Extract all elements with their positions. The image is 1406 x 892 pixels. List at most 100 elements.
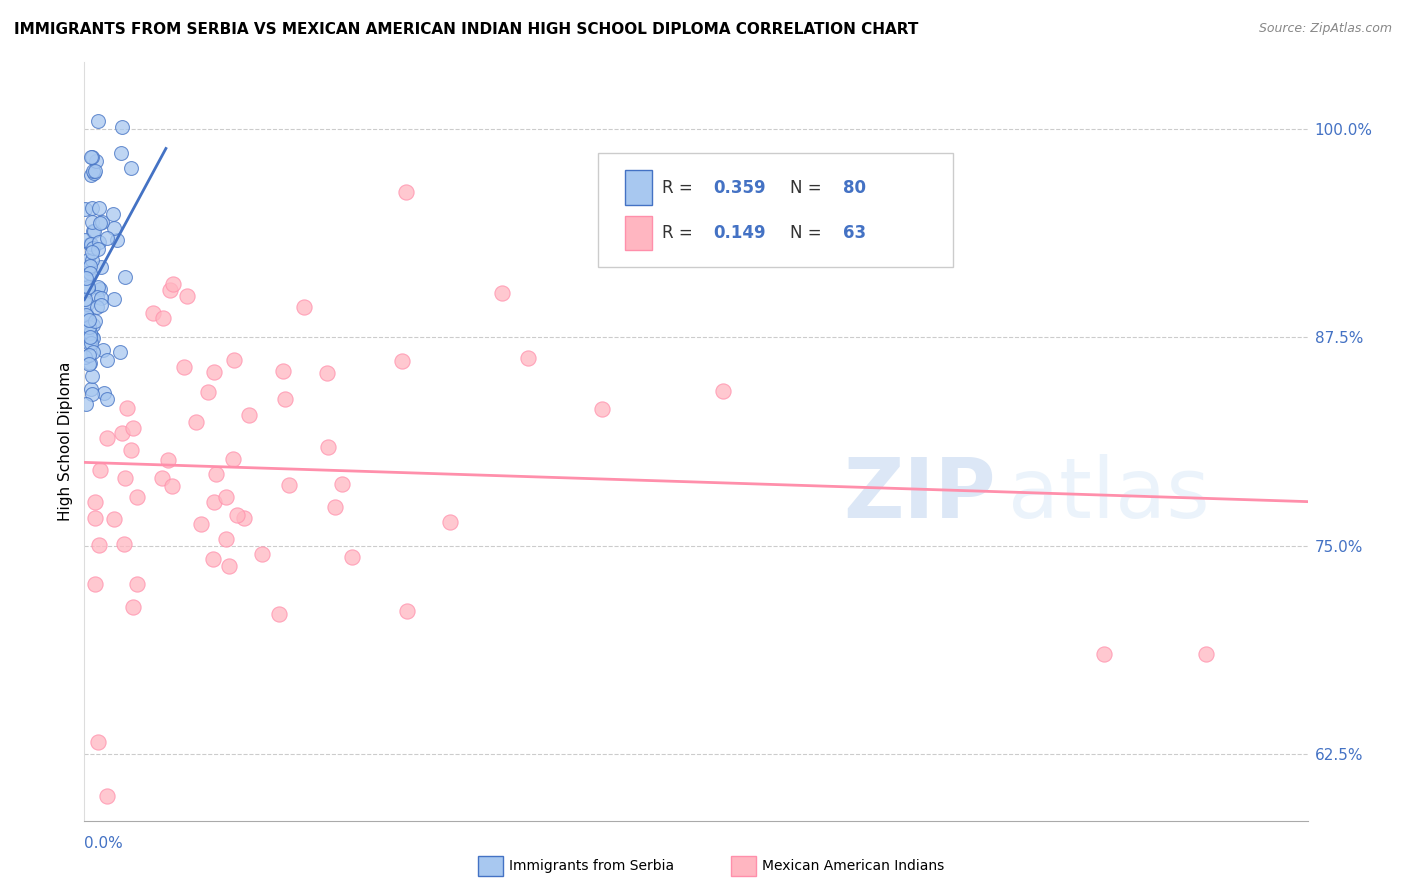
Point (79, 266, 101, 280)
Point (162, 277, 184, 292)
Point (89, 216, 111, 230)
Point (111, 425, 134, 440)
Point (225, 508, 247, 523)
Point (315, 366, 337, 380)
Point (75, 351, 97, 365)
Point (120, 443, 142, 458)
Point (80, 169, 103, 183)
Point (76, 324, 98, 338)
Point (76, 296, 98, 310)
Point (80, 202, 103, 216)
Point (127, 576, 149, 591)
Point (273, 392, 295, 406)
Point (90, 298, 112, 312)
Text: Mexican American Indians: Mexican American Indians (762, 859, 945, 873)
Point (75, 292, 97, 306)
Point (152, 310, 174, 325)
Point (87, 113, 110, 128)
Point (391, 354, 413, 368)
Point (86, 290, 108, 304)
Text: 0.149: 0.149 (713, 224, 766, 242)
Point (517, 351, 540, 366)
Point (591, 401, 613, 416)
Point (77, 357, 100, 371)
Point (82, 241, 104, 255)
Point (75, 202, 97, 216)
Point (108, 344, 131, 359)
Point (84, 314, 107, 328)
Point (221, 451, 243, 466)
Point (79, 259, 101, 273)
Point (76, 279, 98, 293)
Point (79, 330, 101, 344)
Text: Source: ZipAtlas.com: Source: ZipAtlas.com (1258, 22, 1392, 36)
Point (711, 384, 734, 398)
Point (80, 244, 103, 259)
Point (80, 336, 103, 351)
Point (96, 392, 118, 406)
Text: IMMIGRANTS FROM SERBIA VS MEXICAN AMERICAN INDIAN HIGH SCHOOL DIPLOMA CORRELATIO: IMMIGRANTS FROM SERBIA VS MEXICAN AMERIC… (14, 22, 918, 37)
Point (323, 500, 346, 514)
Text: 63: 63 (842, 224, 866, 242)
Point (112, 537, 135, 551)
Point (395, 604, 418, 618)
Point (82, 331, 104, 345)
Point (75, 397, 97, 411)
Point (218, 559, 240, 574)
Point (89, 201, 111, 215)
Point (157, 453, 180, 467)
Point (152, 471, 174, 485)
Point (215, 532, 238, 546)
Point (75, 308, 97, 322)
Point (273, 364, 295, 378)
Point (190, 517, 212, 532)
Point (114, 269, 136, 284)
Text: 0.0%: 0.0% (84, 836, 124, 851)
Point (115, 401, 138, 415)
FancyBboxPatch shape (598, 153, 953, 268)
Point (439, 515, 461, 529)
Point (80, 382, 103, 396)
Point (176, 289, 198, 303)
Text: Immigrants from Serbia: Immigrants from Serbia (509, 859, 673, 873)
Point (91, 343, 114, 358)
Point (105, 233, 128, 247)
Point (83, 164, 105, 178)
Point (75, 306, 97, 320)
Point (93, 385, 115, 400)
Point (83, 495, 105, 509)
Point (96, 789, 118, 803)
Point (96, 431, 118, 445)
Point (87, 235, 110, 249)
Point (215, 490, 238, 504)
Point (395, 186, 418, 200)
Point (91, 215, 114, 229)
Point (277, 478, 299, 492)
Point (86, 300, 108, 314)
Point (330, 477, 353, 491)
Point (160, 479, 183, 493)
Point (110, 146, 132, 161)
Point (83, 166, 105, 180)
Point (77, 336, 100, 351)
Point (76, 312, 98, 326)
Point (80, 150, 103, 164)
Text: N =: N = (790, 178, 827, 196)
Bar (626, 170, 652, 204)
Point (120, 161, 142, 175)
Point (75, 318, 97, 333)
Point (292, 300, 315, 314)
Point (96, 231, 118, 245)
Text: atlas: atlas (1008, 454, 1209, 535)
Point (89, 282, 111, 296)
Point (83, 511, 105, 525)
Point (491, 285, 513, 300)
Point (205, 467, 228, 482)
Text: R =: R = (662, 178, 697, 196)
Point (111, 120, 134, 134)
Point (269, 607, 291, 622)
Point (1092, 647, 1115, 661)
Point (90, 291, 112, 305)
Point (114, 471, 136, 485)
Point (103, 512, 125, 526)
